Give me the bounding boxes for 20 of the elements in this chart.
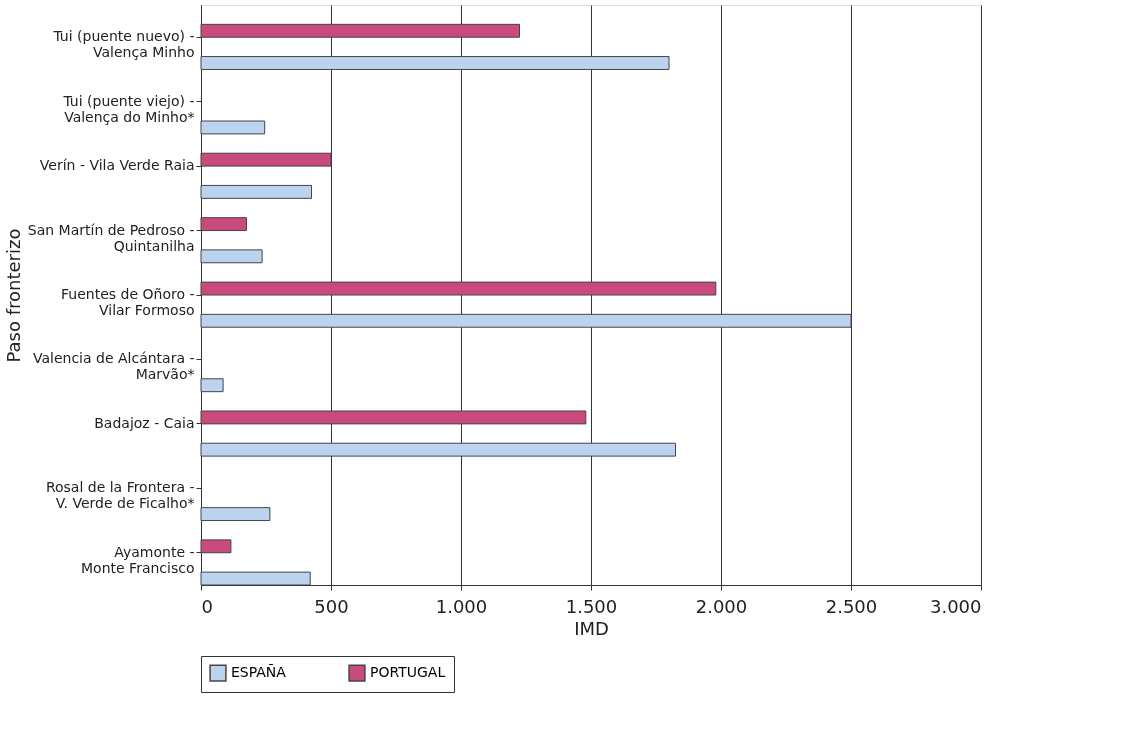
y-tick-label: Rosal de la Frontera - V. Verde de Ficalho*	[45, 479, 195, 512]
x-tick-label: 500	[314, 595, 349, 617]
legend-label: PORTUGAL	[370, 664, 446, 681]
y-axis-title: Paso fronterizo	[2, 228, 24, 363]
y-tick-label: Valencia de Alcántara - Marvão*	[32, 350, 195, 383]
x-tick-label: 1.500	[565, 595, 618, 617]
x-tick-label: 0	[201, 595, 213, 617]
x-tick-label: 2.500	[825, 595, 878, 617]
y-tick-label: San Martín de Pedroso - Quintanilha	[27, 221, 195, 254]
x-tick-label: 3.000	[929, 595, 982, 617]
y-tick-label: Ayamonte - Monte Francisco	[81, 543, 195, 576]
x-axis-title: IMD	[574, 617, 609, 639]
x-tick-label: 1.000	[435, 595, 488, 617]
x-tick-label: 2.000	[695, 595, 748, 617]
y-tick-label: Tui (puente nuevo) - Valença Minho	[52, 28, 195, 61]
legend-label: ESPAÑA	[231, 664, 287, 681]
y-tick-label: Fuentes de Oñoro - Vilar Formoso	[61, 286, 195, 318]
y-tick-label: Tui (puente viejo) - Valença do Minho*	[62, 92, 195, 125]
y-tick-label: Badajoz - Caia	[94, 414, 195, 431]
y-tick-label: Verín - Vila Verde Raia	[39, 157, 195, 174]
